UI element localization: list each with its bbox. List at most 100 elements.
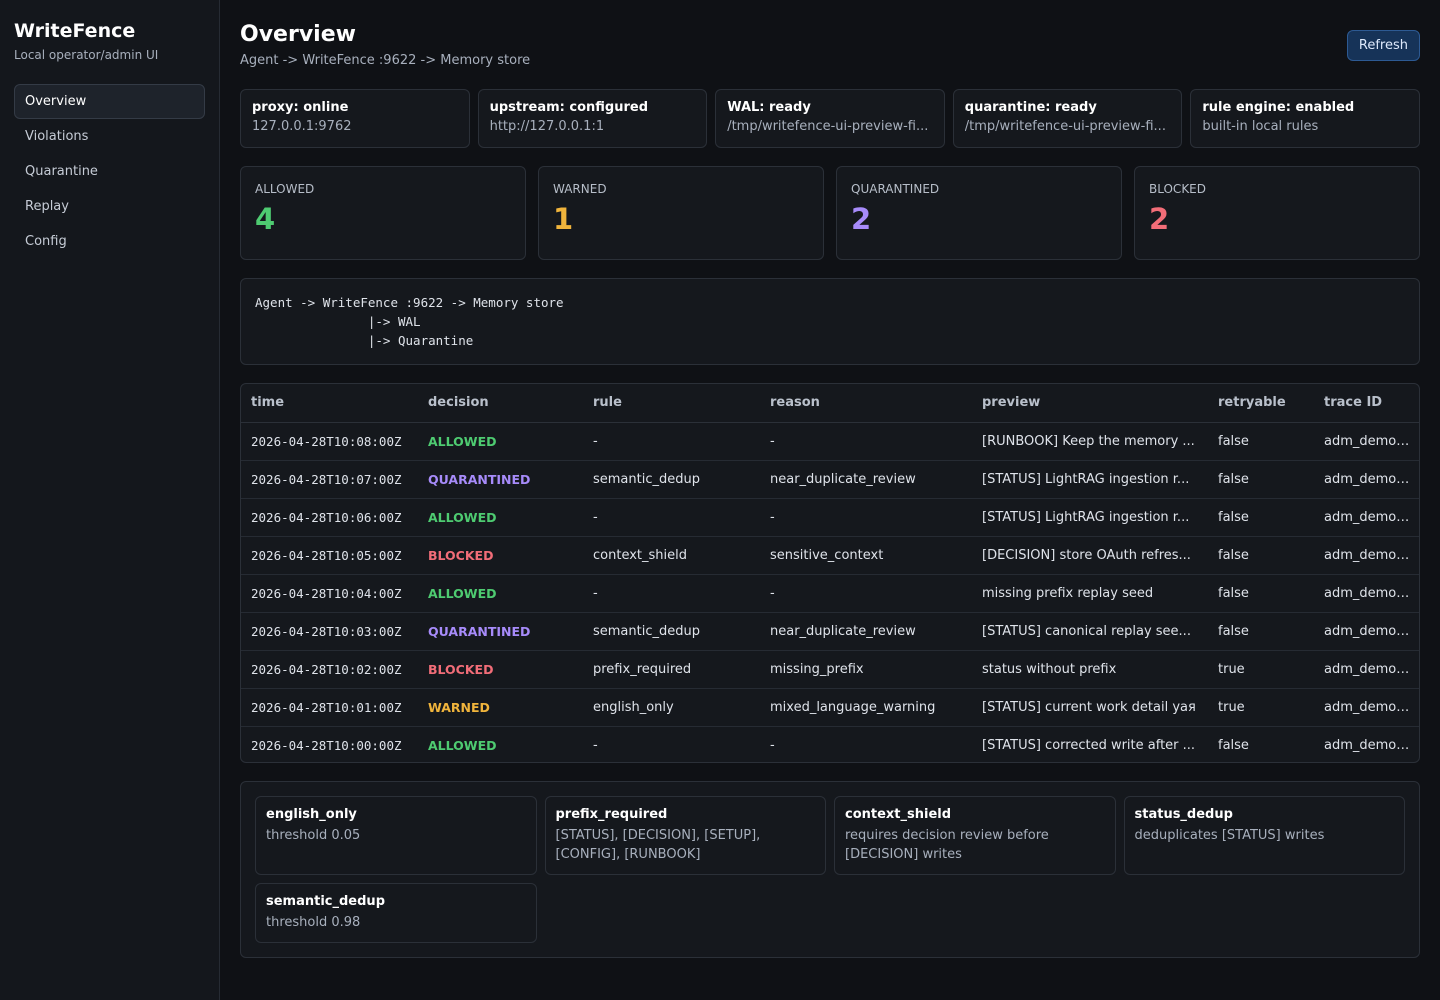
decision-cell: QUARANTINED — [418, 612, 583, 651]
table-row[interactable]: 2026-04-28T10:02:00Z BLOCKED prefix_requir… — [241, 650, 1419, 689]
time-cell: 2026-04-28T10:00:00Z — [251, 737, 402, 753]
reason-cell: sensitive_context — [760, 536, 972, 575]
time-cell: 2026-04-28T10:01:00Z — [241, 688, 418, 727]
table-row[interactable]: 2026-04-28T10:04:00Z ALLOWED - - missing pre… — [241, 574, 1419, 613]
status-title: upstream: configured — [489, 100, 648, 115]
preview-cell: [STATUS] LightRAG ingestion r... — [972, 498, 1208, 537]
reason-cell: mixed_language_warning — [760, 688, 972, 727]
rule-cell: prefix_required — [583, 650, 760, 689]
sidebar-item-replay[interactable]: Replay — [25, 199, 69, 214]
rule-cell: - — [583, 498, 760, 537]
rule-name: prefix_required — [555, 807, 668, 822]
column-header[interactable]: rule — [583, 384, 760, 423]
table-row[interactable]: 2026-04-28T10:00:00Z ALLOWED - - [STATUS] co… — [241, 726, 1419, 762]
reason-cell: - — [760, 574, 972, 613]
sidebar-item-violations[interactable]: Violations — [25, 129, 89, 144]
preview-cell: [STATUS] canonical replay see... — [972, 612, 1208, 651]
table-row[interactable]: 2026-04-28T10:06:00Z ALLOWED - - [STATUS] Li… — [241, 498, 1419, 537]
rules-grid: english_only threshold 0.05 prefix_requi… — [255, 796, 1405, 943]
rule-description: threshold 0.05 — [266, 828, 361, 843]
rule-name: english_only — [266, 807, 357, 822]
time-cell: 2026-04-28T10:03:00Z — [241, 612, 418, 651]
trace-id-cell: adm_demo_... — [1314, 498, 1419, 537]
rule-cell: - — [583, 422, 760, 461]
decision-cell: ALLOWED — [418, 574, 583, 613]
sidebar-item-config[interactable]: Config — [25, 234, 67, 249]
decision-cell: WARNED — [418, 688, 583, 727]
stat-card-warned: WARNED 1 — [538, 166, 824, 260]
preview-cell: [STATUS] corrected write after ... — [982, 737, 1196, 753]
page-subtitle: Agent -> WriteFence :9622 -> Memory stor… — [240, 53, 531, 68]
events-table: time decision rule reason preview retrya… — [241, 384, 1419, 762]
column-header[interactable]: retryable — [1208, 384, 1314, 423]
trace-id-cell: adm_demo_... — [1324, 737, 1416, 753]
preview-cell: [STATUS] LightRAG ingestion r... — [972, 460, 1208, 499]
rule-cell: - — [583, 574, 760, 613]
table-row[interactable]: 2026-04-28T10:01:00Z WARNED english_only mi… — [241, 688, 1419, 727]
column-header[interactable]: reason — [760, 384, 972, 423]
rule-cell: semantic_dedup — [583, 612, 760, 651]
stat-label: WARNED — [553, 182, 607, 196]
rule-name: status_dedup — [1134, 807, 1233, 822]
stat-value: 2 — [1149, 202, 1170, 236]
status-detail: built-in local rules — [1202, 119, 1319, 134]
sidebar-item-overview[interactable]: Overview — [14, 84, 205, 119]
status-title: proxy: online — [252, 100, 349, 115]
table-row[interactable]: 2026-04-28T10:05:00Z BLOCKED context_shiel… — [241, 536, 1419, 575]
app-subtitle: Local operator/admin UI — [14, 48, 159, 62]
status-card-quarantine: quarantine: ready /tmp/writefence-ui-pre… — [952, 89, 1183, 148]
app-title: WriteFence — [14, 20, 136, 42]
decision-cell: QUARANTINED — [418, 460, 583, 499]
stat-label: QUARANTINED — [851, 182, 940, 196]
retryable-cell: false — [1208, 498, 1314, 537]
retryable-cell: true — [1208, 688, 1314, 727]
rule-card-context-shield: context_shield requires decision review … — [834, 796, 1116, 875]
rule-card-prefix-required: prefix_required [STATUS], [DECISION], [S… — [544, 796, 826, 875]
time-cell: 2026-04-28T10:08:00Z — [241, 422, 418, 461]
sidebar-nav: Overview Violations Quarantine Replay Co… — [14, 84, 205, 259]
status-cards: proxy: online 127.0.0.1:9762 upstream: c… — [240, 89, 1420, 148]
stat-card-quarantined: QUARANTINED 2 — [836, 166, 1122, 260]
page-title: Overview — [240, 22, 356, 47]
status-detail: /tmp/writefence-ui-preview-fi... — [964, 119, 1166, 134]
column-header[interactable]: decision — [418, 384, 583, 423]
sidebar-item-quarantine[interactable]: Quarantine — [25, 164, 98, 179]
retryable-cell: false — [1218, 737, 1249, 753]
time-cell: 2026-04-28T10:06:00Z — [241, 498, 418, 537]
status-title: quarantine: ready — [964, 100, 1097, 115]
status-card-proxy: proxy: online 127.0.0.1:9762 — [240, 89, 470, 148]
retryable-cell: false — [1208, 460, 1314, 499]
rule-name: semantic_dedup — [266, 894, 385, 909]
time-cell: 2026-04-28T10:07:00Z — [241, 460, 418, 499]
time-cell: 2026-04-28T10:05:00Z — [241, 536, 418, 575]
decision-cell: BLOCKED — [418, 650, 583, 689]
decision-cell: ALLOWED — [418, 498, 583, 537]
column-header[interactable]: trace ID — [1314, 384, 1419, 423]
stat-value: 2 — [851, 202, 872, 236]
column-header[interactable]: preview — [972, 384, 1208, 423]
trace-id-cell: adm_demo_... — [1314, 536, 1419, 575]
flow-line: |-> Quarantine — [255, 333, 474, 348]
status-title: WAL: ready — [727, 100, 811, 115]
column-header[interactable]: time — [241, 384, 418, 423]
table-row[interactable]: 2026-04-28T10:03:00Z QUARANTINED semantic_… — [241, 612, 1419, 651]
table-row[interactable]: 2026-04-28T10:08:00Z ALLOWED - - [RUNBOOK] K… — [241, 422, 1419, 461]
events-table-card: time decision rule reason preview retrya… — [240, 383, 1420, 763]
refresh-button[interactable]: Refresh — [1346, 30, 1420, 61]
rule-description: deduplicates [STATUS] writes — [1134, 828, 1325, 843]
status-detail: 127.0.0.1:9762 — [252, 119, 352, 134]
trace-id-cell: adm_demo_... — [1314, 612, 1419, 651]
reason-cell: near_duplicate_review — [760, 612, 972, 651]
retryable-cell: false — [1208, 422, 1314, 461]
stat-cards: ALLOWED 4 WARNED 1 QUARANTINED 2 BLOCKED… — [240, 166, 1420, 260]
retryable-cell: true — [1208, 650, 1314, 689]
table-row[interactable]: 2026-04-28T10:07:00Z QUARANTINED semantic_… — [241, 460, 1419, 499]
preview-cell: [RUNBOOK] Keep the memory ... — [972, 422, 1208, 461]
stat-label: BLOCKED — [1149, 182, 1207, 196]
stat-card-blocked: BLOCKED 2 — [1134, 166, 1420, 260]
sidebar: WriteFence Local operator/admin UI Overv… — [0, 0, 220, 1000]
trace-id-cell: adm_demo_... — [1314, 460, 1419, 499]
reason-cell: - — [760, 422, 972, 461]
decision-cell: ALLOWED — [428, 737, 497, 753]
trace-id-cell: adm_demo_... — [1314, 422, 1419, 461]
